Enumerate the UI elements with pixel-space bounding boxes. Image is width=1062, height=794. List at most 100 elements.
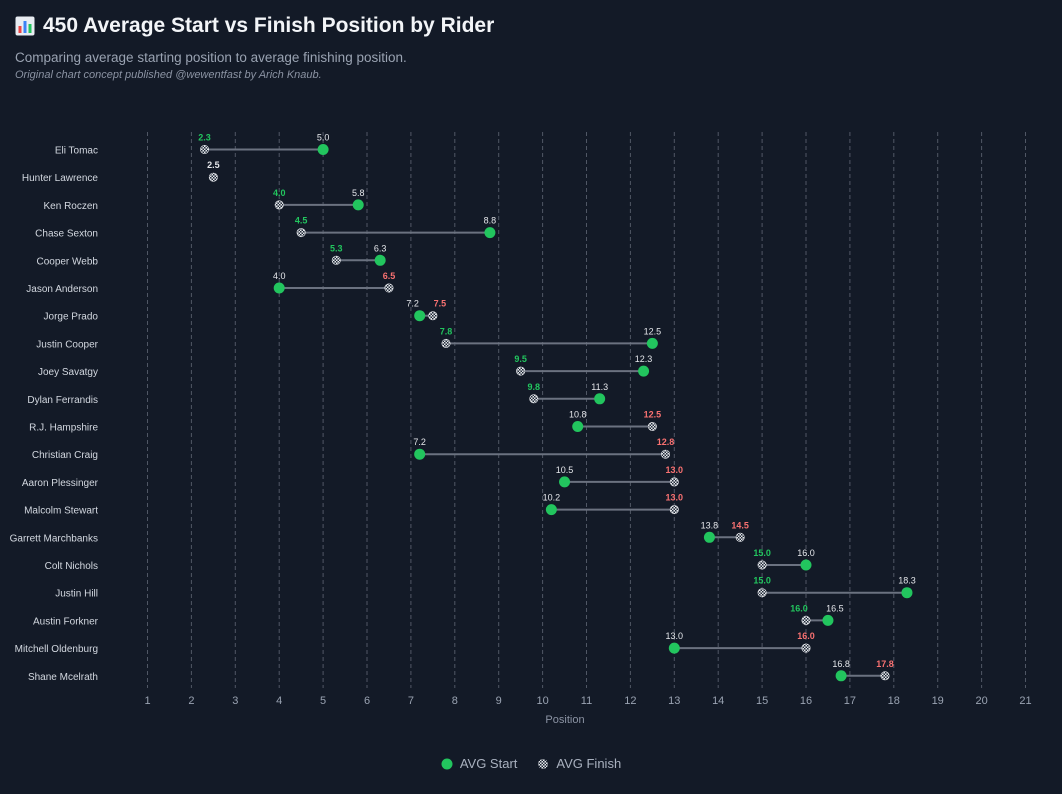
avg-start-dot[interactable] bbox=[352, 199, 364, 211]
rider-name-label: Hunter Lawrence bbox=[22, 173, 99, 184]
rider-name-label: Jason Anderson bbox=[26, 284, 98, 295]
avg-finish-marker[interactable] bbox=[880, 671, 890, 681]
x-tick-label: 17 bbox=[844, 695, 856, 707]
avg-finish-value: 16.0 bbox=[797, 631, 815, 641]
avg-finish-marker[interactable] bbox=[801, 615, 811, 625]
start-dot-icon bbox=[441, 758, 453, 769]
avg-finish-marker[interactable] bbox=[384, 283, 394, 293]
rider-name-label: Christian Craig bbox=[32, 450, 98, 461]
avg-start-value: 10.2 bbox=[543, 493, 561, 503]
rider-row: 16.8 17.8 bbox=[832, 659, 894, 682]
avg-start-dot[interactable] bbox=[572, 421, 584, 432]
rider-row: 2.5 bbox=[207, 160, 220, 182]
legend-item-start[interactable]: AVG Start bbox=[441, 756, 517, 771]
avg-finish-marker[interactable] bbox=[331, 255, 341, 265]
avg-finish-marker[interactable] bbox=[274, 200, 284, 210]
avg-start-dot[interactable] bbox=[668, 642, 680, 654]
avg-start-dot[interactable] bbox=[484, 227, 496, 239]
avg-start-dot[interactable] bbox=[822, 614, 834, 626]
chart-header: 450 Average Start vs Finish Position by … bbox=[15, 10, 1042, 81]
avg-start-value: 16.5 bbox=[826, 603, 844, 613]
avg-start-dot[interactable] bbox=[414, 310, 426, 322]
rider-name-label: Jorge Prado bbox=[44, 312, 99, 323]
x-axis-label: Position bbox=[545, 714, 584, 726]
legend-item-finish[interactable]: AVG Finish bbox=[537, 756, 621, 771]
avg-finish-value: 14.5 bbox=[731, 520, 749, 530]
x-tick-label: 11 bbox=[581, 695, 592, 707]
avg-finish-marker[interactable] bbox=[529, 394, 539, 404]
rider-row: 7.2 7.5 bbox=[406, 299, 446, 322]
rider-row: 5.0 2.3 bbox=[198, 133, 329, 155]
avg-start-dot[interactable] bbox=[273, 282, 285, 294]
avg-start-value: 10.8 bbox=[569, 410, 587, 420]
x-axis-ticks: 1 2 3 4 5 6 7 8 9 10 11 12 13 14 15 16 17 18 19 20 21 bbox=[144, 695, 1031, 707]
chart-credit: Original chart concept published @wewent… bbox=[15, 69, 322, 81]
avg-start-value: 12.5 bbox=[644, 326, 662, 336]
x-tick-label: 10 bbox=[536, 695, 548, 707]
avg-finish-marker[interactable] bbox=[669, 505, 679, 515]
rider-row: 4.0 6.5 bbox=[273, 271, 395, 294]
avg-finish-value: 16.0 bbox=[790, 603, 808, 613]
rider-row: 16.0 15.0 bbox=[753, 548, 815, 571]
avg-finish-value: 13.0 bbox=[666, 465, 684, 475]
x-tick-label: 8 bbox=[452, 695, 458, 707]
rider-row: 6.3 5.3 bbox=[330, 243, 386, 266]
avg-finish-marker[interactable] bbox=[296, 228, 306, 238]
rider-name-label: Colt Nichols bbox=[45, 561, 98, 572]
avg-finish-value: 13.0 bbox=[666, 493, 684, 503]
rider-name-label: Cooper Webb bbox=[36, 256, 98, 267]
avg-finish-value: 12.5 bbox=[644, 410, 662, 420]
avg-start-dot[interactable] bbox=[374, 254, 386, 266]
avg-start-dot[interactable] bbox=[901, 587, 913, 599]
chart-title: 450 Average Start vs Finish Position by … bbox=[15, 14, 1042, 38]
avg-start-dot[interactable] bbox=[835, 670, 847, 682]
avg-finish-marker[interactable] bbox=[757, 560, 767, 570]
avg-start-dot[interactable] bbox=[545, 504, 557, 516]
avg-finish-value: 12.8 bbox=[657, 437, 675, 447]
rider-row: 13.0 16.0 bbox=[666, 631, 815, 654]
avg-finish-value: 7.5 bbox=[434, 299, 447, 309]
avg-finish-marker[interactable] bbox=[208, 172, 218, 182]
rider-name-label: Justin Cooper bbox=[36, 339, 98, 350]
rider-name-label: Eli Tomac bbox=[55, 146, 98, 157]
avg-start-value: 7.2 bbox=[406, 299, 419, 309]
avg-finish-marker[interactable] bbox=[757, 588, 767, 598]
avg-start-dot[interactable] bbox=[800, 559, 812, 571]
avg-finish-value: 7.8 bbox=[440, 326, 453, 336]
avg-start-dot[interactable] bbox=[638, 365, 650, 377]
rider-row: 8.8 4.5 bbox=[295, 216, 496, 239]
avg-finish-marker[interactable] bbox=[661, 449, 671, 459]
x-tick-label: 21 bbox=[1019, 695, 1031, 707]
avg-finish-marker[interactable] bbox=[801, 643, 811, 653]
rider-labels: Eli Tomac Hunter Lawrence Ken Roczen Chase … bbox=[10, 146, 99, 683]
avg-start-value: 5.8 bbox=[352, 188, 365, 198]
avg-start-dot[interactable] bbox=[703, 531, 715, 543]
avg-start-dot[interactable] bbox=[414, 448, 426, 460]
avg-finish-marker[interactable] bbox=[441, 338, 451, 348]
x-tick-label: 1 bbox=[144, 695, 150, 707]
avg-finish-value: 9.8 bbox=[528, 382, 541, 392]
x-tick-label: 2 bbox=[188, 695, 194, 707]
x-tick-label: 20 bbox=[975, 695, 987, 707]
avg-start-dot[interactable] bbox=[594, 393, 606, 405]
x-tick-label: 14 bbox=[712, 695, 724, 707]
avg-start-dot[interactable] bbox=[317, 144, 329, 155]
avg-start-value: 16.0 bbox=[797, 548, 815, 558]
rider-name-label: Malcolm Stewart bbox=[24, 506, 98, 517]
dumbbell-chart: 1 2 3 4 5 6 7 8 9 10 11 12 13 14 15 16 17 18 19 20 21 Positi… bbox=[10, 132, 1032, 726]
avg-finish-marker[interactable] bbox=[647, 421, 657, 431]
avg-finish-marker[interactable] bbox=[516, 366, 526, 376]
avg-finish-marker[interactable] bbox=[200, 145, 210, 155]
avg-finish-marker[interactable] bbox=[428, 311, 438, 321]
rider-name-label: Austin Forkner bbox=[33, 616, 99, 627]
avg-finish-value: 6.5 bbox=[383, 271, 396, 281]
avg-finish-marker[interactable] bbox=[735, 532, 745, 542]
rider-row: 10.5 13.0 bbox=[556, 465, 683, 488]
rider-rows: 5.0 2.3 2.5 5.8 4.0 8.8 4.5 6.3 5.3 4.0 6.5 7.2 7.5 1… bbox=[198, 133, 916, 682]
avg-start-dot[interactable] bbox=[646, 337, 658, 349]
avg-start-dot[interactable] bbox=[559, 476, 571, 488]
x-tick-label: 19 bbox=[932, 695, 944, 707]
rider-name-label: Mitchell Oldenburg bbox=[15, 644, 98, 655]
avg-finish-marker[interactable] bbox=[669, 477, 679, 487]
avg-start-value: 13.8 bbox=[701, 520, 719, 530]
